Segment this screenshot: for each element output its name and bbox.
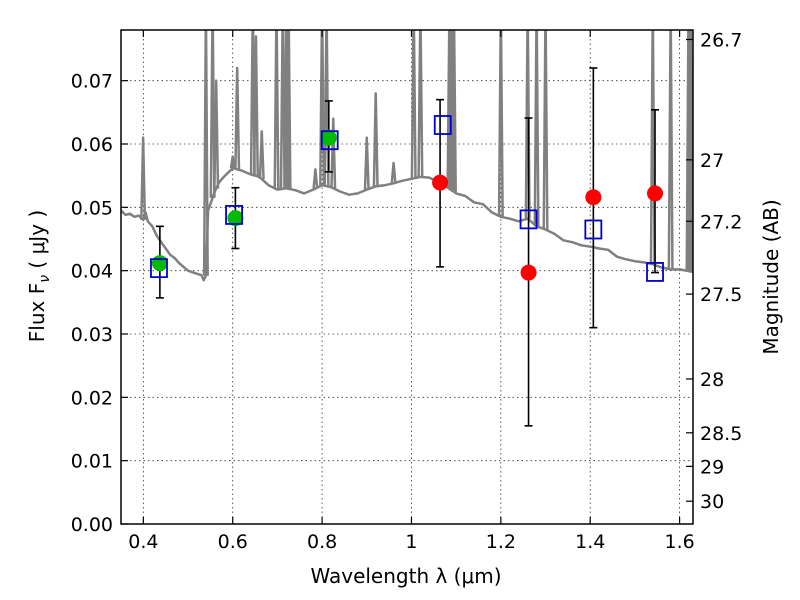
emission-line-spike xyxy=(229,155,236,169)
emission-line-spike xyxy=(687,30,693,272)
emission-line-spike xyxy=(319,30,326,186)
emission-line-spike xyxy=(542,30,549,230)
emission-line-spike xyxy=(140,136,147,220)
emission-line-spike xyxy=(213,79,220,189)
emission-line-spike xyxy=(202,30,209,276)
y-tick-label: 0.05 xyxy=(71,197,113,219)
plot-area xyxy=(121,30,693,282)
y2-tick-label: 30 xyxy=(700,491,724,513)
sed-model-line xyxy=(121,166,693,282)
model-point-square xyxy=(225,205,243,225)
y-axis-label-unit: ( μJy ) xyxy=(25,210,49,275)
data-point-circle xyxy=(585,189,602,206)
emission-line-spike xyxy=(390,161,397,184)
data-point-circle xyxy=(647,185,664,202)
emission-line-spike xyxy=(417,30,424,177)
emission-line-spike xyxy=(252,35,259,176)
emission-line-spike xyxy=(667,30,674,270)
x-tick-label: 0.6 xyxy=(218,531,248,553)
axes-layer: 0.4 0.6 0.8 1 1.2 1.4 1.6 0.00 0.01 0.02 0.03 0.04 0… xyxy=(71,29,742,553)
emission-line-spike xyxy=(234,66,241,170)
emission-line-spike xyxy=(323,30,330,187)
y-tick-label: 0.04 xyxy=(71,261,113,283)
x-tick-label: 0.8 xyxy=(307,531,337,553)
emission-line-spike xyxy=(410,30,417,179)
x-tick-label: 1 xyxy=(405,531,417,553)
emission-line-spike xyxy=(372,92,379,187)
emission-line-spike xyxy=(330,117,337,189)
y-tick-label: 0.03 xyxy=(71,324,113,346)
y-tick-label: 0.01 xyxy=(71,451,113,473)
emission-line-spike xyxy=(312,168,319,189)
model-point-square xyxy=(433,115,452,135)
y2-tick-label: 27.2 xyxy=(700,211,742,233)
x-tick-label: 1.6 xyxy=(664,531,694,553)
emission-line-spike xyxy=(285,30,292,189)
y-tick-label: 0.07 xyxy=(71,71,113,93)
y2-tick-label: 29 xyxy=(700,456,724,478)
plot-layer xyxy=(121,30,693,427)
emission-line-spike xyxy=(363,136,370,190)
model-point-square xyxy=(646,262,664,282)
x-tick-label: 1.4 xyxy=(575,531,605,553)
y-axis-label-sub: ν xyxy=(37,275,53,283)
y2-tick-label: 27 xyxy=(700,150,724,172)
y2-tick-label: 27.5 xyxy=(700,284,742,306)
emission-line-spike xyxy=(497,30,504,217)
y2-tick-label: 28 xyxy=(700,369,724,391)
x-axis-label: Wavelength λ (μm) xyxy=(310,564,501,588)
emission-line-spike xyxy=(649,30,656,265)
emission-line-spike xyxy=(273,30,280,190)
emission-line-spike xyxy=(258,130,265,180)
model-point-square xyxy=(519,209,538,230)
data-point-circle xyxy=(151,255,168,272)
model-point-square xyxy=(584,219,603,240)
x-tick-label: 1.2 xyxy=(486,531,516,553)
model-point-square xyxy=(150,258,168,279)
data-point-circle xyxy=(432,174,449,191)
y-axis-label: Flux Fν ( μJy ) xyxy=(25,210,53,342)
model-point-square xyxy=(320,130,339,151)
x-tick-label: 0.4 xyxy=(128,531,158,553)
data-point-circle xyxy=(520,264,537,281)
y-tick-label: 0.02 xyxy=(71,387,113,409)
plot-frame xyxy=(120,29,694,525)
y-tick-label: 0.00 xyxy=(71,514,113,536)
data-point-circle xyxy=(320,129,337,146)
emission-line-spike xyxy=(533,30,540,227)
emission-line-spike xyxy=(209,30,216,198)
y2-axis-label: Magnitude (AB) xyxy=(759,199,783,354)
y2-tick-label: 26.7 xyxy=(700,30,742,52)
y2-tick-label: 28.5 xyxy=(700,423,742,445)
y-axis-label-main: Flux F xyxy=(25,283,49,342)
y-tick-label: 0.06 xyxy=(71,134,113,156)
